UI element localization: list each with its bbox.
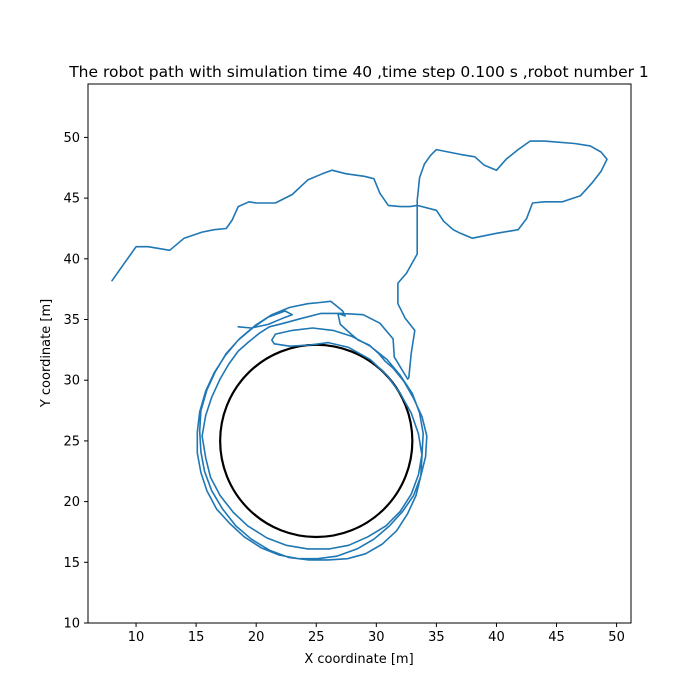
robot-path-line — [111, 140, 608, 561]
y-tick-label: 45 — [63, 192, 80, 207]
y-tick-label: 50 — [63, 131, 80, 146]
x-tick-label: 40 — [488, 630, 505, 645]
x-tick-label: 50 — [608, 630, 625, 645]
y-tick-label: 25 — [63, 434, 80, 449]
y-tick-label: 40 — [63, 252, 80, 267]
x-tick-label: 15 — [188, 630, 205, 645]
x-axis: 10 15 20 25 30 35 40 45 50 — [128, 623, 625, 645]
y-tick-label: 35 — [63, 313, 80, 328]
x-tick-label: 35 — [428, 630, 445, 645]
y-axis: 10 15 20 25 30 35 40 45 50 — [63, 131, 88, 632]
plot-area — [111, 140, 608, 561]
y-tick-label: 15 — [63, 556, 80, 571]
x-tick-label: 20 — [248, 630, 265, 645]
y-tick-label: 30 — [63, 374, 80, 389]
x-tick-label: 10 — [128, 630, 145, 645]
x-tick-label: 25 — [308, 630, 325, 645]
y-axis-label: Y coordinate [m] — [39, 299, 54, 408]
x-axis-label: X coordinate [m] — [304, 652, 413, 667]
y-tick-label: 10 — [63, 617, 80, 632]
target-circle — [219, 343, 414, 539]
y-tick-label: 20 — [63, 495, 80, 510]
x-tick-label: 45 — [548, 630, 565, 645]
x-tick-label: 30 — [368, 630, 385, 645]
plot-frame — [87, 83, 632, 624]
chart-title: The robot path with simulation time 40 ,… — [68, 63, 649, 81]
